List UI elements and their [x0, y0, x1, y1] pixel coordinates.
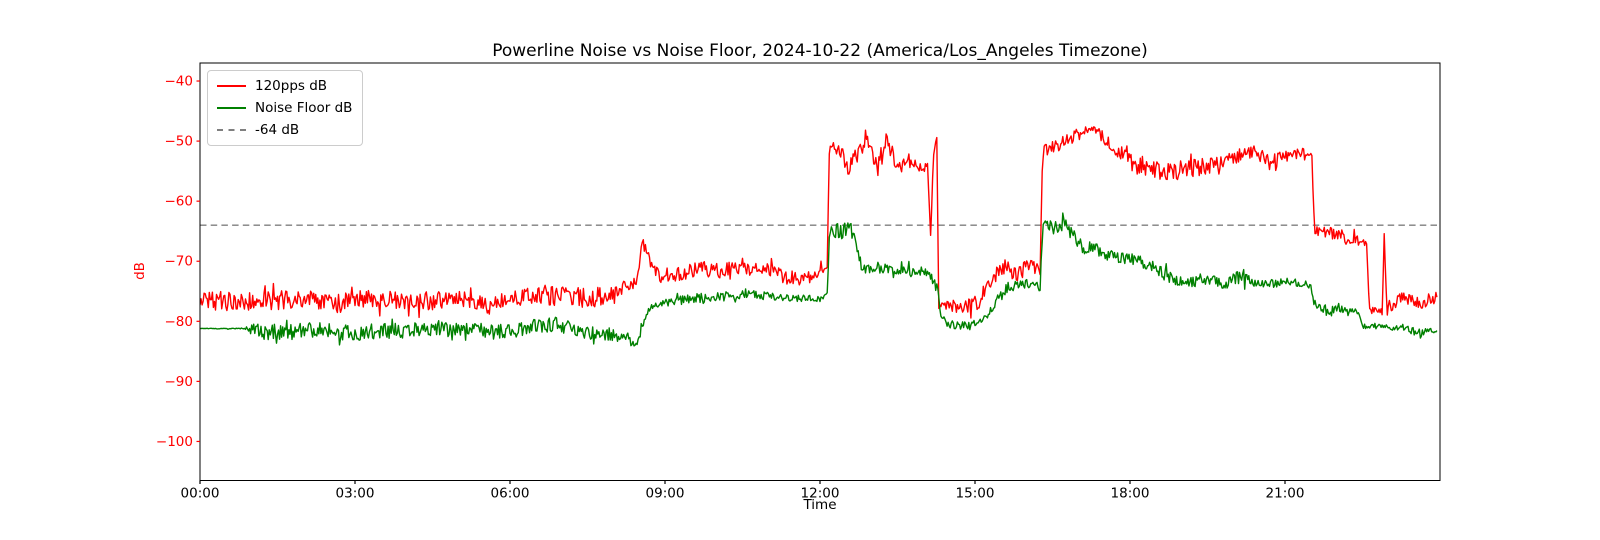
- series-line-noise-floor-db: [200, 212, 1438, 347]
- y-tick-label: −90: [165, 374, 194, 390]
- x-tick-label: 06:00: [491, 486, 530, 502]
- legend-entry-label: -64 dB: [255, 122, 300, 138]
- y-tick-label: −70: [165, 254, 194, 270]
- legend-entry: Noise Floor dB: [217, 100, 352, 116]
- x-tick-label: 09:00: [646, 486, 685, 502]
- y-tick-label: −50: [165, 134, 194, 150]
- y-tick-label: −100: [156, 434, 193, 450]
- legend-entry: 120pps dB: [217, 78, 352, 94]
- legend: 120pps dB Noise Floor dB -64 dB: [207, 70, 364, 146]
- x-tick-label: 21:00: [1266, 486, 1305, 502]
- legend-entry-label: 120pps dB: [255, 78, 328, 94]
- x-tick-label: 00:00: [181, 486, 220, 502]
- x-tick-label: 12:00: [801, 486, 840, 502]
- legend-line-sample: [217, 129, 246, 131]
- legend-line-sample: [217, 85, 246, 87]
- series-line-120pps-db: [200, 126, 1438, 319]
- chart-title: Powerline Noise vs Noise Floor, 2024-10-…: [492, 41, 1148, 61]
- legend-entry-label: Noise Floor dB: [255, 100, 353, 116]
- x-tick-label: 03:00: [336, 486, 375, 502]
- x-tick-label: 18:00: [1111, 486, 1150, 502]
- plot-frame: [199, 62, 1441, 481]
- legend-entry: -64 dB: [217, 122, 352, 138]
- y-tick-label: −80: [165, 314, 194, 330]
- y-tick-label: −40: [165, 74, 194, 90]
- x-axis-label: Time: [803, 497, 837, 513]
- x-tick-label: 15:00: [956, 486, 995, 502]
- legend-line-sample: [217, 107, 246, 109]
- y-tick-label: −60: [165, 194, 194, 210]
